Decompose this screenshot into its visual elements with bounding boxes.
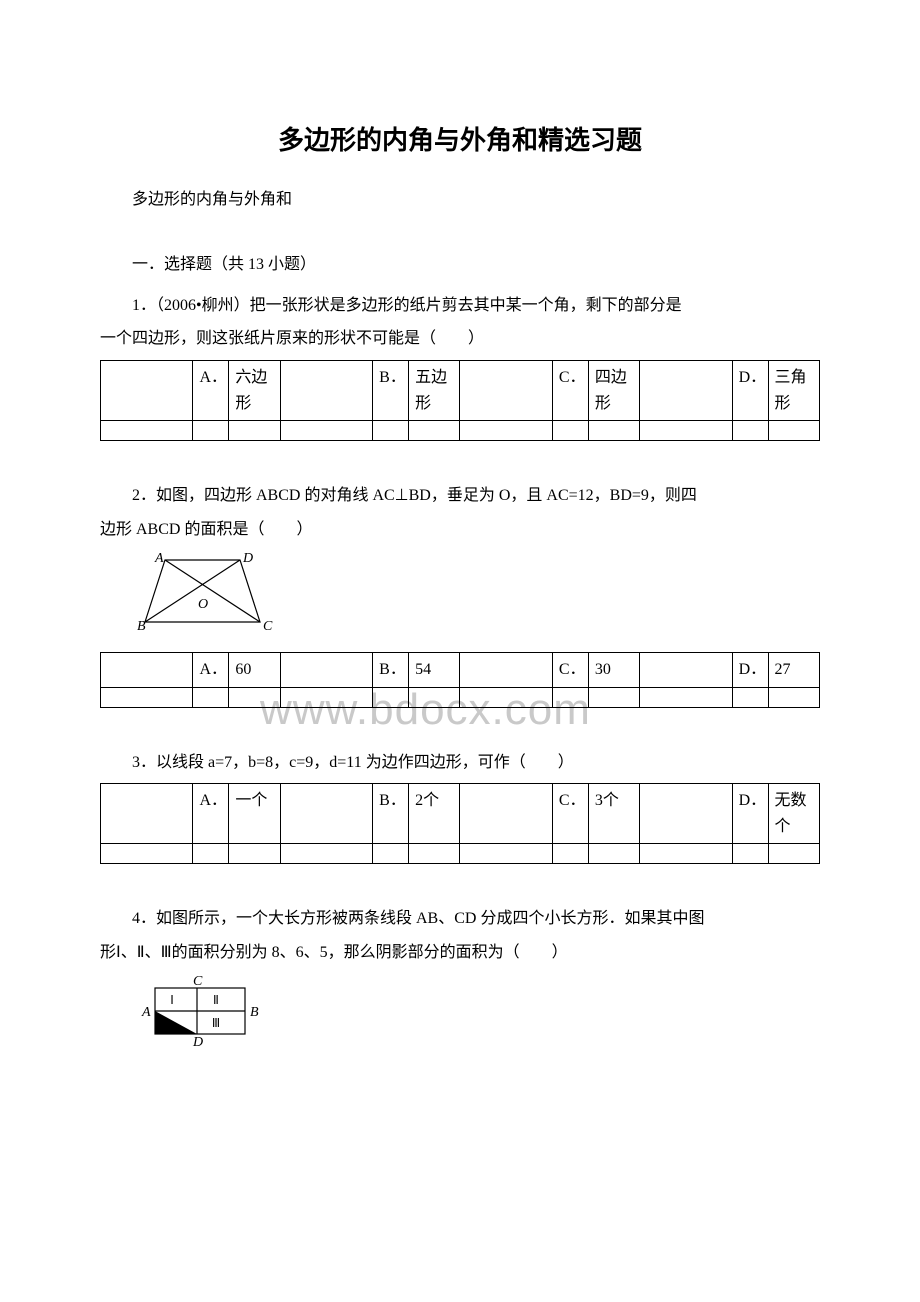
option-b-label: B． bbox=[373, 784, 409, 844]
table-row: A．60 B．54 C．30 D．27 bbox=[101, 652, 820, 687]
page-subtitle: 多边形的内角与外角和 bbox=[100, 187, 820, 213]
svg-text:A: A bbox=[154, 551, 164, 566]
table-row: A．六边形 B．五边形 C．四边形 D．三角形 bbox=[101, 360, 820, 420]
option-d-value: 三角形 bbox=[768, 360, 819, 420]
q2-options-table: A．60 B．54 C．30 D．27 bbox=[100, 652, 820, 708]
option-d-label: D． bbox=[732, 784, 768, 844]
option-d-label: D． bbox=[732, 652, 768, 687]
q1-options-table: A．六边形 B．五边形 C．四边形 D．三角形 bbox=[100, 360, 820, 441]
option-b-value: 54 bbox=[409, 652, 460, 687]
q3-options-table: A．一个 B．2个 C．3个 D．无数个 bbox=[100, 783, 820, 864]
svg-text:A: A bbox=[141, 1005, 151, 1020]
option-a-label: A． bbox=[193, 360, 229, 420]
option-b-value: 2个 bbox=[409, 784, 460, 844]
table-row: A．一个 B．2个 C．3个 D．无数个 bbox=[101, 784, 820, 844]
option-d-label: D． bbox=[732, 360, 768, 420]
svg-text:Ⅲ: Ⅲ bbox=[212, 1016, 220, 1030]
svg-text:D: D bbox=[242, 551, 253, 566]
table-row bbox=[101, 844, 820, 864]
rectangle-diagram: Ⅰ Ⅱ Ⅲ A B C D bbox=[130, 974, 270, 1049]
svg-text:D: D bbox=[192, 1035, 203, 1049]
svg-text:B: B bbox=[137, 619, 146, 634]
page-content: 多边形的内角与外角和精选习题 多边形的内角与外角和 一．选择题（共 13 小题）… bbox=[100, 120, 820, 1057]
option-b-value: 五边形 bbox=[409, 360, 460, 420]
q2-line1: 2．如图，四边形 ABCD 的对角线 AC⊥BD，垂足为 O，且 AC=12，B… bbox=[100, 483, 820, 509]
option-b-label: B． bbox=[373, 652, 409, 687]
option-d-value: 27 bbox=[768, 652, 819, 687]
page-title: 多边形的内角与外角和精选习题 bbox=[100, 120, 820, 162]
svg-text:B: B bbox=[250, 1005, 259, 1020]
quadrilateral-diagram: A D B C O bbox=[130, 550, 285, 635]
q4-line1: 4．如图所示，一个大长方形被两条线段 AB、CD 分成四个小长方形．如果其中图 bbox=[100, 906, 820, 932]
q2-figure: A D B C O bbox=[130, 550, 820, 644]
q4-line2: 形Ⅰ、Ⅱ、Ⅲ的面积分别为 8、6、5，那么阴影部分的面积为（ ） bbox=[100, 940, 820, 966]
svg-text:O: O bbox=[198, 597, 208, 612]
q1-line1: 1．（2006•柳州）把一张形状是多边形的纸片剪去其中某一个角，剩下的部分是 bbox=[100, 293, 820, 319]
option-a-label: A． bbox=[193, 652, 229, 687]
option-a-value: 一个 bbox=[229, 784, 280, 844]
q2-line2: 边形 ABCD 的面积是（ ） bbox=[100, 517, 820, 543]
option-b-label: B． bbox=[373, 360, 409, 420]
svg-text:Ⅰ: Ⅰ bbox=[170, 993, 174, 1007]
table-row bbox=[101, 421, 820, 441]
q4-figure: Ⅰ Ⅱ Ⅲ A B C D bbox=[130, 974, 820, 1058]
svg-text:Ⅱ: Ⅱ bbox=[213, 993, 219, 1007]
option-c-value: 四边形 bbox=[588, 360, 639, 420]
section-header: 一．选择题（共 13 小题） bbox=[100, 252, 820, 278]
table-row bbox=[101, 687, 820, 707]
option-c-label: C． bbox=[552, 784, 588, 844]
option-c-value: 3个 bbox=[588, 784, 639, 844]
svg-text:C: C bbox=[193, 974, 203, 989]
q3-text: 3．以线段 a=7，b=8，c=9，d=11 为边作四边形，可作（ ） bbox=[100, 750, 820, 776]
option-a-label: A． bbox=[193, 784, 229, 844]
option-c-label: C． bbox=[552, 360, 588, 420]
q1-line2: 一个四边形，则这张纸片原来的形状不可能是（ ） bbox=[100, 326, 820, 352]
svg-text:C: C bbox=[263, 619, 273, 634]
option-c-label: C． bbox=[552, 652, 588, 687]
option-a-value: 六边形 bbox=[229, 360, 280, 420]
option-d-value: 无数个 bbox=[768, 784, 819, 844]
option-c-value: 30 bbox=[588, 652, 639, 687]
option-a-value: 60 bbox=[229, 652, 280, 687]
